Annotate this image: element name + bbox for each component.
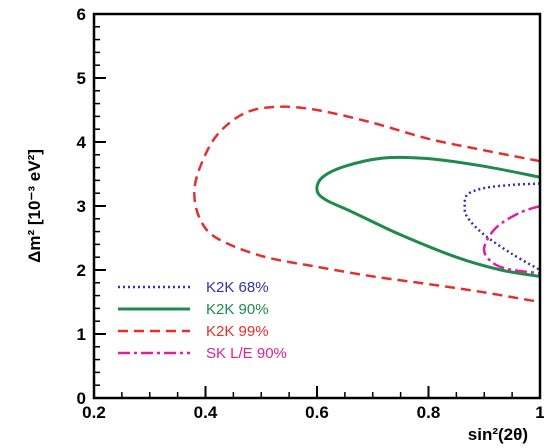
y-tick-label: 1 [77,325,86,344]
x-tick-label: 0.8 [417,403,441,422]
contour-k2k-90- [315,155,540,278]
legend-label: K2K 99% [206,323,269,340]
legend-label: K2K 90% [206,301,269,318]
legend: K2K 68% K2K 90% K2K 99% SK L/E 90% [118,279,287,362]
y-axis-label: Δm² [10⁻³ eV²] [25,149,44,263]
y-axis: 0 1 2 3 4 5 6 [77,5,106,408]
legend-label: K2K 68% [206,279,269,296]
y-tick-label: 0 [77,389,86,408]
y-tick-label: 4 [77,133,87,152]
contour-k2k-68- [463,182,540,272]
contour-k2k-99- [193,105,540,304]
x-axis-label: sin²(2θ) [468,425,528,444]
x-tick-label: 1 [535,403,544,422]
y-tick-label: 2 [77,261,86,280]
y-tick-label: 3 [77,197,86,216]
legend-label: SK L/E 90% [206,345,287,362]
contour-sk-l-e-90- [482,204,540,275]
y-tick-label: 5 [77,69,86,88]
y-tick-label: 6 [77,5,86,24]
x-tick-label: 0.4 [194,403,218,422]
x-tick-label: 0.2 [82,403,106,422]
x-axis: 0.2 0.4 0.6 0.8 1 [82,386,544,422]
x-tick-label: 0.6 [305,403,329,422]
contour-lines [193,105,540,304]
plot-frame [92,12,542,400]
